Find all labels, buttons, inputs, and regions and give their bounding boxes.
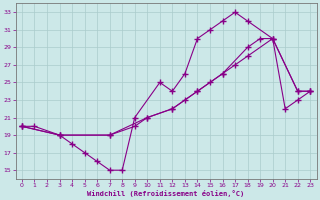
X-axis label: Windchill (Refroidissement éolien,°C): Windchill (Refroidissement éolien,°C) xyxy=(87,190,245,197)
